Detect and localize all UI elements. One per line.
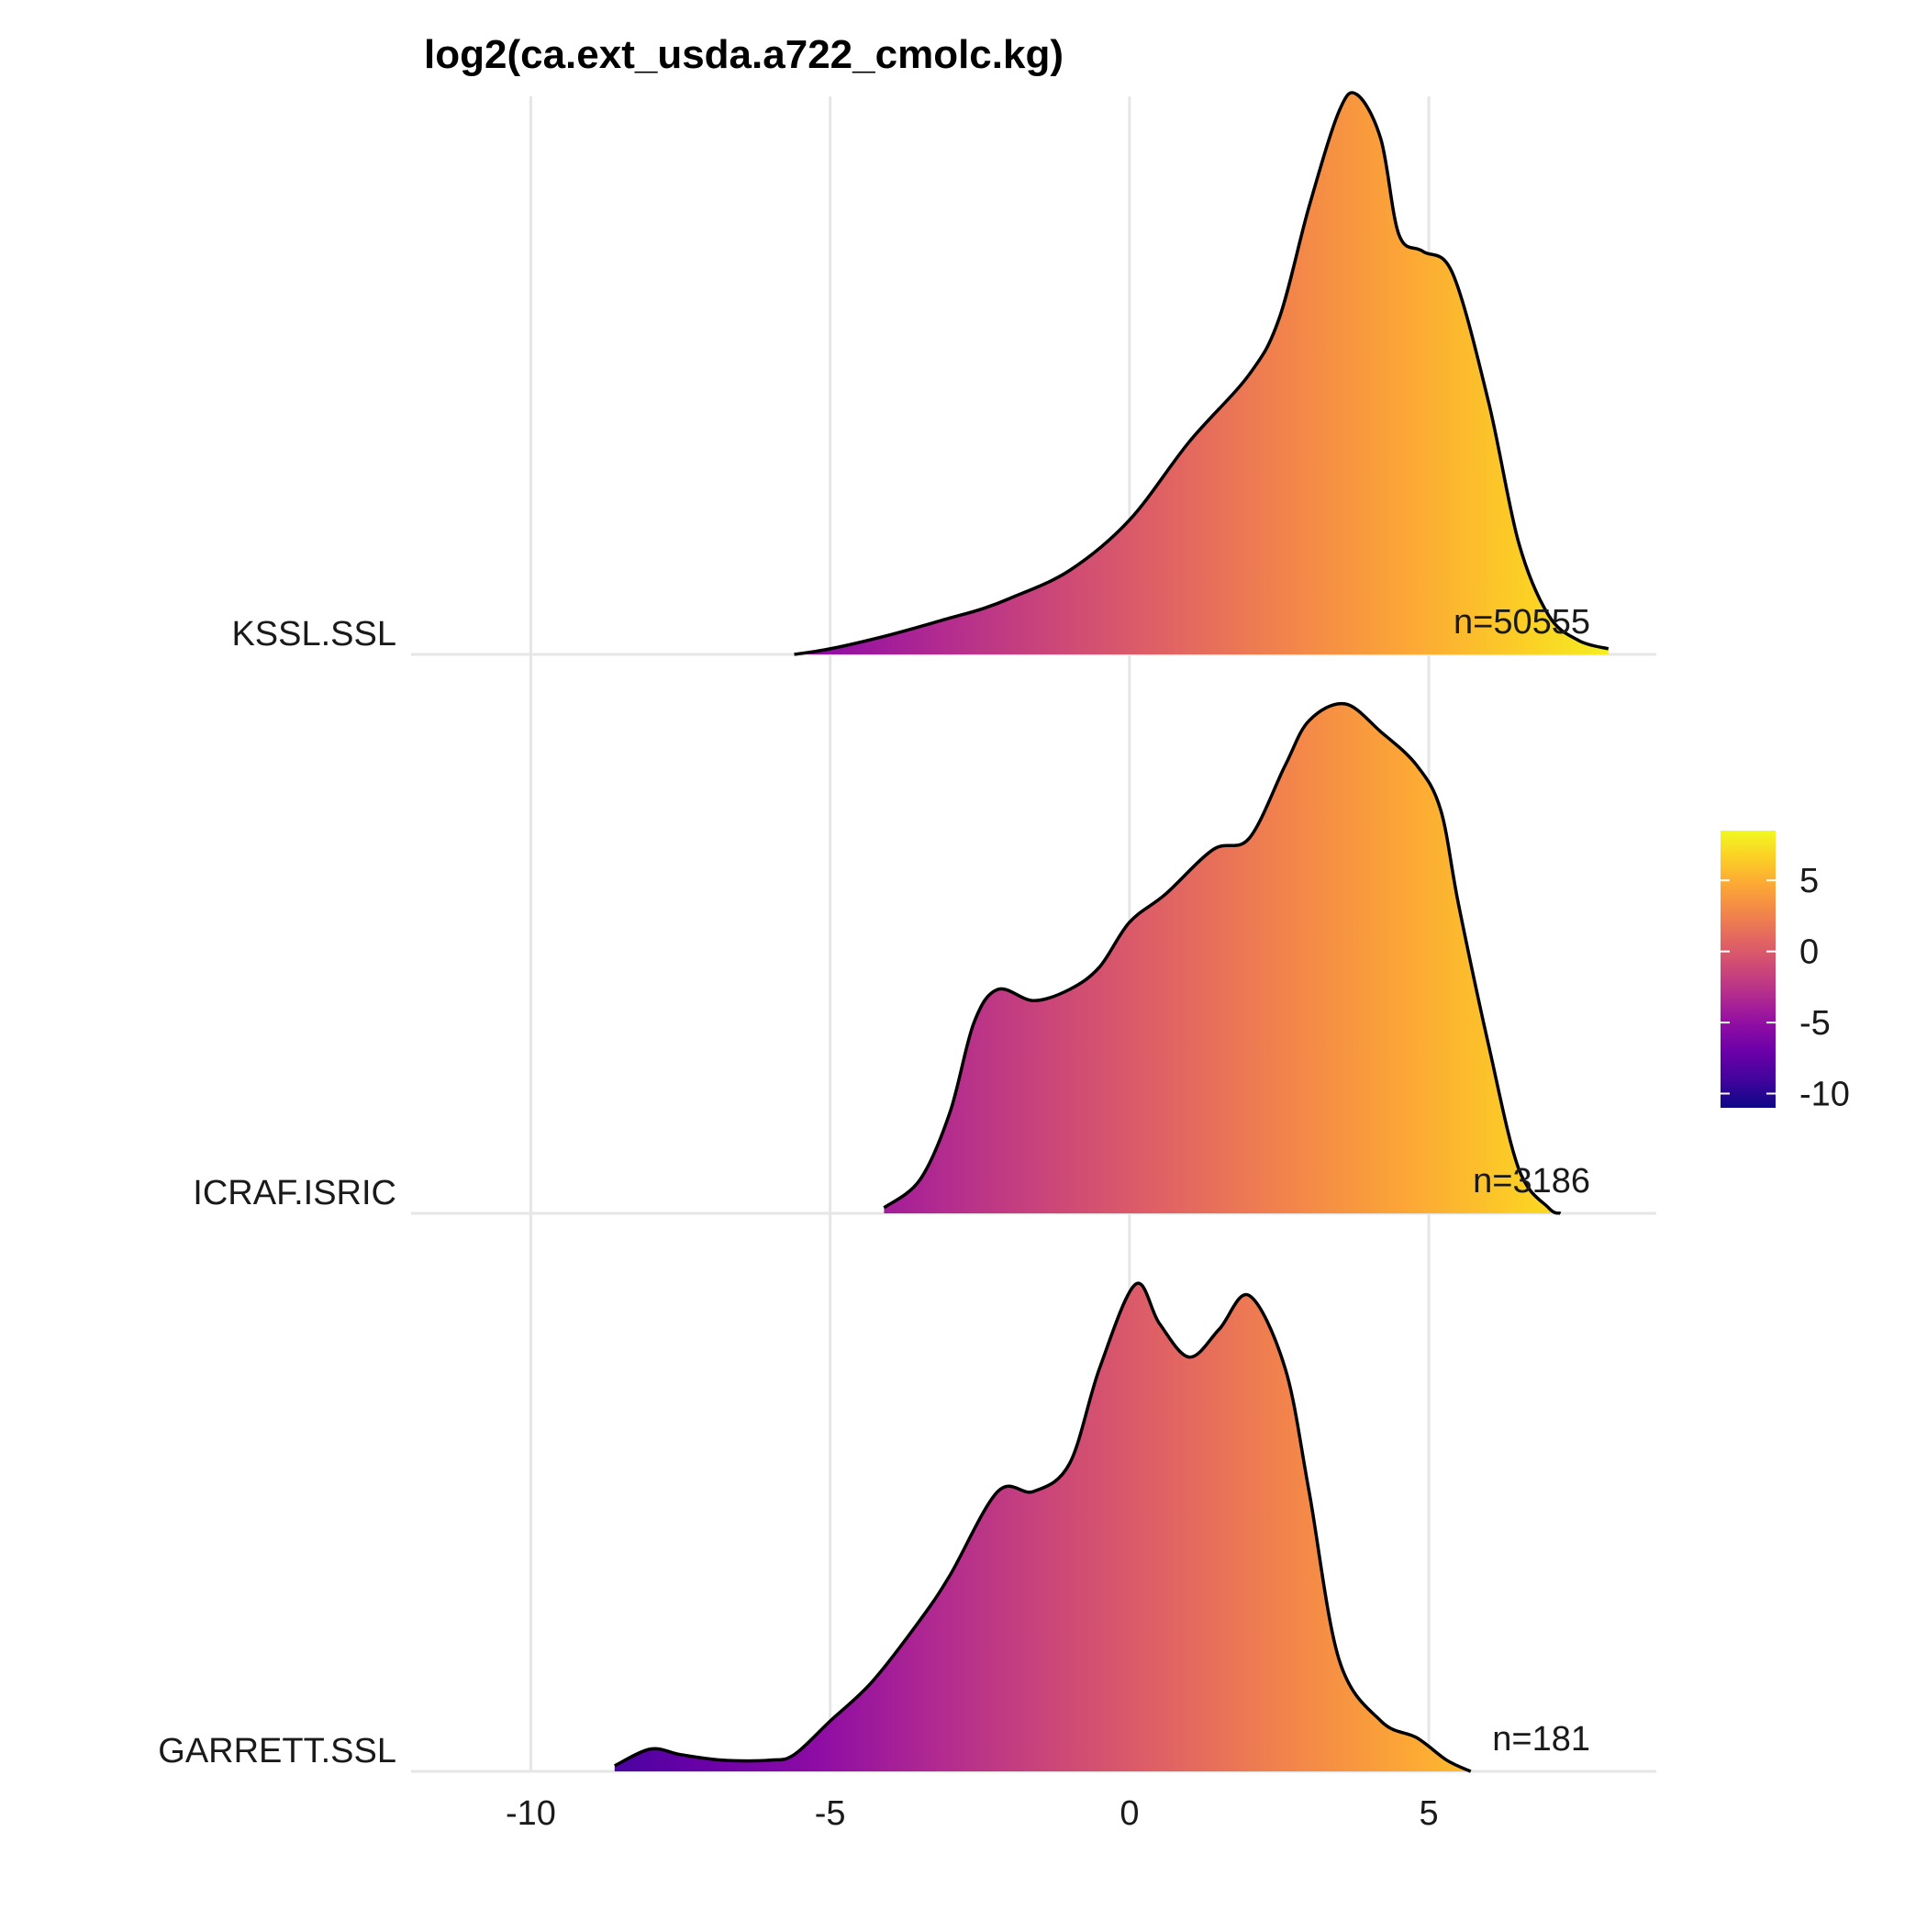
chart-title: log2(ca.ext_usda.a722_cmolc.kg) xyxy=(424,32,1064,77)
color-legend: 5 0 -5 -10 xyxy=(1721,831,1850,1114)
labels: KSSL.SSL n=50555 ICRAF.ISRIC n=3186 GARRETT.… xyxy=(158,603,1590,1770)
count-label-garrett-ssl: n=181 xyxy=(1492,1720,1590,1759)
count-label-icraf-isric: n=3186 xyxy=(1473,1162,1590,1201)
ridge-fill-icraf-isric xyxy=(884,703,1561,1213)
legend-colorbar xyxy=(1721,831,1776,1108)
group-label-icraf-isric: ICRAF.ISRIC xyxy=(193,1174,396,1212)
ridge-outline-icraf-isric xyxy=(883,701,1562,1215)
x-tick-label: 5 xyxy=(1420,1794,1439,1833)
x-tick-label: -10 xyxy=(506,1794,556,1833)
ridge-fill-kssl-ssl xyxy=(794,92,1609,655)
ridges xyxy=(614,91,1610,1773)
count-label-kssl-ssl: n=50555 xyxy=(1454,603,1590,642)
group-label-garrett-ssl: GARRETT.SSL xyxy=(158,1732,396,1770)
x-tick-label: -5 xyxy=(815,1794,846,1833)
x-tick-label: 0 xyxy=(1119,1794,1139,1833)
ridge-outline-kssl-ssl xyxy=(794,91,1610,656)
group-label-kssl-ssl: KSSL.SSL xyxy=(231,615,396,653)
legend-tick-label: 0 xyxy=(1799,933,1819,972)
ridge-fill-garrett-ssl xyxy=(614,1283,1471,1771)
legend-tick-label: 5 xyxy=(1799,862,1819,900)
ridge-outline-garrett-ssl xyxy=(614,1281,1472,1773)
legend-tick-label: -5 xyxy=(1799,1004,1831,1043)
x-axis: -10 -5 0 5 xyxy=(506,1794,1439,1833)
legend-tick-label: -10 xyxy=(1799,1076,1850,1114)
